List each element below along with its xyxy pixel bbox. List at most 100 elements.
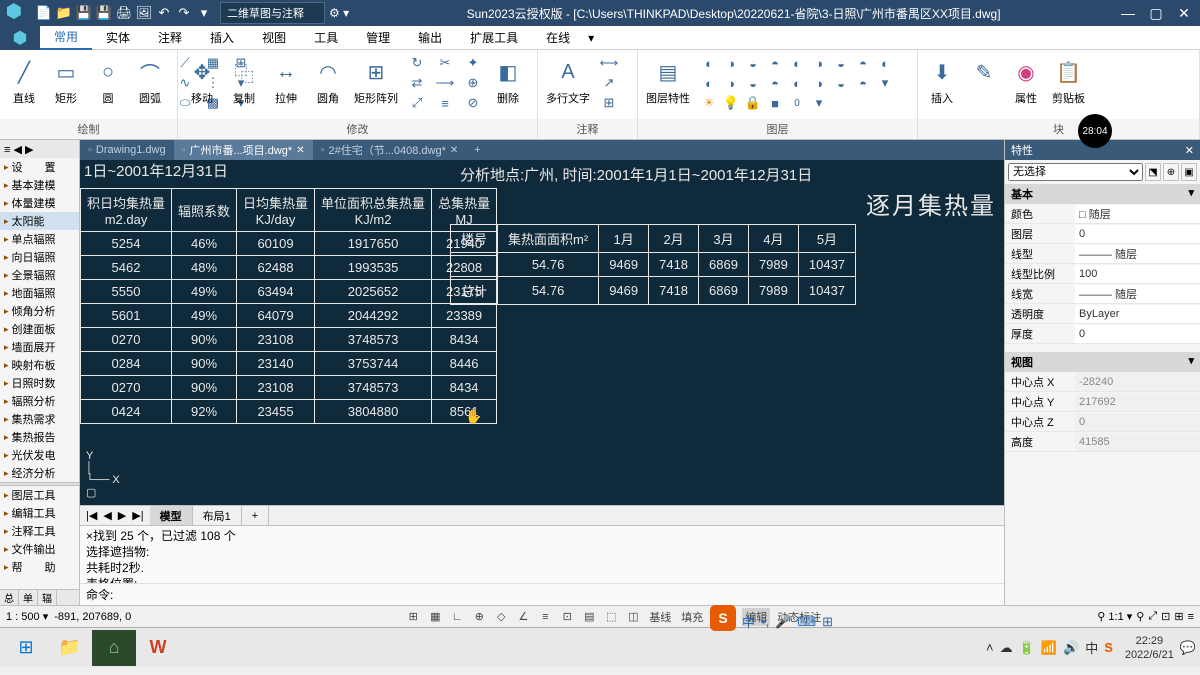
leader-icon[interactable]: ↗ — [598, 74, 620, 92]
circle-button[interactable]: ○圆 — [90, 54, 126, 108]
props-close-icon[interactable]: ✕ — [1185, 144, 1194, 157]
ime-lang-icon[interactable]: 中 — [742, 612, 755, 631]
start-button[interactable]: ⊞ — [4, 630, 48, 666]
sidebar-item[interactable]: ▸光伏发电 — [0, 446, 79, 464]
status-icon[interactable]: ⚲ — [1136, 610, 1144, 623]
sidebar-item[interactable]: ▸辐照分析 — [0, 392, 79, 410]
layer-bulb-icon[interactable]: 💡 — [720, 94, 742, 112]
tab-solid[interactable]: 实体 — [92, 26, 144, 50]
tray-cloud-icon[interactable]: ☁ — [1000, 640, 1013, 656]
rect-button[interactable]: ▭矩形 — [48, 54, 84, 108]
layout-first-icon[interactable]: |◀ — [84, 509, 99, 522]
sidebar-item[interactable]: ▸日照时数 — [0, 374, 79, 392]
sidebar-item[interactable]: ▸倾角分析 — [0, 302, 79, 320]
sidebar-item[interactable]: ▸编辑工具 — [0, 504, 79, 522]
break-icon[interactable]: ⊘ — [462, 94, 484, 112]
dyn-icon[interactable]: ⊡ — [558, 608, 576, 626]
tray-wifi-icon[interactable]: 📶 — [1041, 640, 1057, 656]
rotate-icon[interactable]: ↻ — [406, 54, 428, 72]
insert-button[interactable]: ⬇插入 — [924, 54, 960, 108]
qat-new-icon[interactable]: 📄 — [36, 5, 52, 21]
sidebar-item[interactable]: ▸创建面板 — [0, 320, 79, 338]
join-icon[interactable]: ⊕ — [462, 74, 484, 92]
qat-more-icon[interactable]: ▾ — [196, 5, 212, 21]
tray-sogou-icon[interactable]: S — [1104, 640, 1113, 655]
sidebar-item[interactable]: ▸全景辐照 — [0, 266, 79, 284]
doctab-add-button[interactable]: + — [466, 144, 488, 156]
status-scale[interactable]: 1 : 500 ▾ — [6, 610, 48, 623]
layer-icon[interactable]: ◐ — [786, 54, 808, 72]
layer-icon[interactable]: ◑ — [808, 54, 830, 72]
props-row[interactable]: 中心点 Y217692 — [1005, 392, 1200, 412]
sidebar-item[interactable]: ▸映射布板 — [0, 356, 79, 374]
taskbar-clock[interactable]: 22:29 2022/6/21 — [1125, 634, 1174, 662]
sidebar-item[interactable]: ▸地面辐照 — [0, 284, 79, 302]
props-row[interactable]: 线型——— 随层 — [1005, 244, 1200, 264]
props-row[interactable]: 透明度ByLayer — [1005, 304, 1200, 324]
layer-color-icon[interactable]: ■ — [764, 94, 786, 112]
props-row[interactable]: 线型比例100 — [1005, 264, 1200, 284]
app-menu-icon[interactable]: ⬢ — [0, 26, 40, 50]
sidebar-item[interactable]: ▸帮 助 — [0, 558, 79, 576]
tab-view[interactable]: 视图 — [248, 26, 300, 50]
doctab-drawing1[interactable]: ▫Drawing1.dwg — [80, 140, 174, 160]
props-category[interactable]: 视图▾ — [1005, 352, 1200, 372]
layer-sun-icon[interactable]: ☀ — [698, 94, 720, 112]
close-button[interactable]: ✕ — [1174, 5, 1194, 22]
lwt-icon[interactable]: ≡ — [536, 608, 554, 626]
mtext-button[interactable]: A多行文字 — [544, 54, 592, 108]
layer-icon[interactable]: ◓ — [764, 54, 786, 72]
layer-more-icon[interactable]: ▾ — [808, 94, 830, 112]
layer-icon[interactable]: ◓ — [764, 74, 786, 92]
sidebar-item[interactable]: ▸经济分析 — [0, 464, 79, 482]
sidebar-item[interactable]: ▸基本建模 — [0, 176, 79, 194]
ime-kbd-icon[interactable]: ⌨ — [797, 614, 816, 630]
layout-add[interactable]: + — [242, 506, 269, 526]
layer-icon[interactable]: ◒ — [742, 74, 764, 92]
snap-icon[interactable]: ▦ — [426, 608, 444, 626]
props-row[interactable]: 图层0 — [1005, 224, 1200, 244]
layer-icon[interactable]: ◒ — [742, 54, 764, 72]
block-edit-button[interactable]: ✎ — [966, 54, 1002, 104]
layer-props-button[interactable]: ▤图层特性 — [644, 54, 692, 108]
snap-grid-icon[interactable]: ⊞ — [404, 608, 422, 626]
sidebar-item[interactable]: ▸向日辐照 — [0, 248, 79, 266]
layer-zero[interactable]: 0 — [786, 94, 808, 112]
line-button[interactable]: ╱直线 — [6, 54, 42, 108]
otrack-icon[interactable]: ∠ — [514, 608, 532, 626]
tray-notifications-icon[interactable]: 💬 — [1180, 640, 1196, 656]
props-selection-dropdown[interactable]: 无选择 — [1008, 163, 1143, 181]
layer-icon[interactable]: ◐ — [698, 74, 720, 92]
props-row[interactable]: 线宽——— 随层 — [1005, 284, 1200, 304]
props-select-icon[interactable]: ▣ — [1181, 163, 1197, 181]
layer-icon[interactable]: ◑ — [720, 74, 742, 92]
clipboard-button[interactable]: 📋剪贴板 — [1050, 54, 1087, 108]
props-quickselect-icon[interactable]: ⬔ — [1145, 163, 1161, 181]
layer-icon[interactable]: ◐ — [786, 74, 808, 92]
status-baseline[interactable]: 基线 — [646, 608, 674, 626]
tray-battery-icon[interactable]: 🔋 — [1019, 640, 1035, 656]
tab-online[interactable]: 在线 — [532, 26, 584, 50]
status-menu-icon[interactable]: ≡ — [1188, 611, 1194, 623]
tab-common[interactable]: 常用 — [40, 26, 92, 50]
layer-icon[interactable]: ◒ — [830, 54, 852, 72]
attributes-button[interactable]: ◉属性 — [1008, 54, 1044, 108]
explorer-icon[interactable]: 📁 — [48, 630, 92, 666]
props-row[interactable]: 颜色□ 随层 — [1005, 204, 1200, 224]
move-button[interactable]: ✥移动 — [184, 54, 220, 108]
command-input[interactable] — [113, 588, 998, 602]
tab-manage[interactable]: 管理 — [352, 26, 404, 50]
layer-icon[interactable]: ◐ — [698, 54, 720, 72]
sidebar-item[interactable]: ▸墙面展开 — [0, 338, 79, 356]
layer-icon[interactable]: ◐ — [874, 54, 896, 72]
qat-print-icon[interactable]: 🖨 — [116, 5, 132, 21]
props-row[interactable]: 中心点 Z0 — [1005, 412, 1200, 432]
offset-icon[interactable]: ≡ — [434, 94, 456, 112]
layer-icon[interactable]: ◑ — [720, 54, 742, 72]
tab-insert[interactable]: 插入 — [196, 26, 248, 50]
copy-button[interactable]: ⿻复制 — [226, 54, 262, 108]
workspace-dropdown[interactable]: 二维草图与注释 — [220, 2, 325, 24]
explode-icon[interactable]: ✦ — [462, 54, 484, 72]
sidebar-item[interactable]: ▸图层工具 — [0, 486, 79, 504]
layout-last-icon[interactable]: ▶| — [130, 509, 145, 522]
